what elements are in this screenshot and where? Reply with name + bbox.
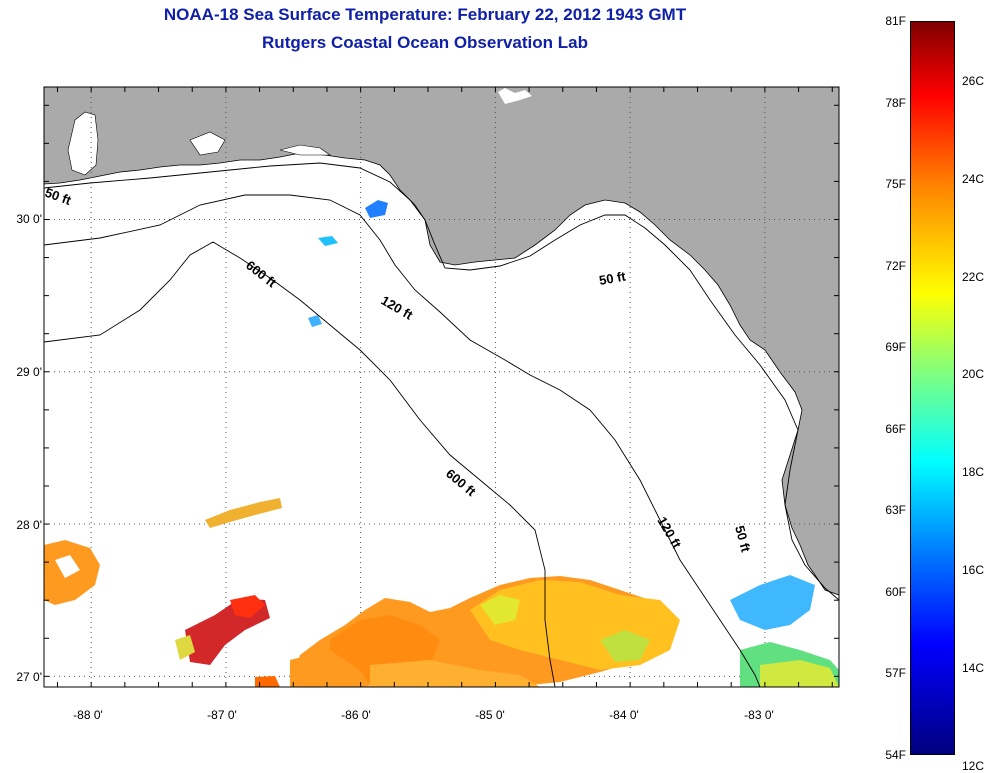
colorbar-c-label: 16C xyxy=(962,563,985,578)
contour-label: 50 ft xyxy=(598,268,628,288)
colorbar-f-label: 57F xyxy=(885,666,906,681)
bay xyxy=(279,144,331,156)
contour-label: 50 ft xyxy=(732,524,754,554)
bay xyxy=(67,111,99,176)
colorbar-f-label: 63F xyxy=(885,503,906,518)
colorbar-f-label: 78F xyxy=(885,95,906,110)
lat-label: 27 0' xyxy=(16,670,42,684)
depth-contours xyxy=(43,162,840,688)
lon-label: -83 0' xyxy=(744,708,774,722)
lat-label: 29 0' xyxy=(16,365,42,379)
colorbar-f-label: 54F xyxy=(885,748,906,762)
colorbar-f-label: 75F xyxy=(885,177,906,192)
colorbar-c-label: 14C xyxy=(962,661,985,675)
temperature-colorbar xyxy=(910,21,955,755)
lake xyxy=(498,88,532,104)
lat-label: 30 0' xyxy=(16,212,42,226)
colorbar-f-label: 69F xyxy=(885,340,906,355)
sst-map: 50 ft 50 ft 50 ft 120 ft 120 ft 600 ft 6… xyxy=(43,86,840,688)
lat-label: 28 0' xyxy=(16,518,42,532)
colorbar-c-label: 18C xyxy=(962,465,985,480)
colorbar-c-label: 24C xyxy=(962,171,985,186)
lon-label: -86 0' xyxy=(341,708,371,722)
colorbar-f-label: 81F xyxy=(885,14,906,28)
lon-label: -88 0' xyxy=(73,708,103,722)
lon-label: -87 0' xyxy=(207,708,237,722)
axis-ticks xyxy=(44,87,839,687)
colorbar-c-label: 20C xyxy=(962,367,985,382)
map-subtitle: Rutgers Coastal Ocean Observation Lab xyxy=(262,33,588,52)
bay xyxy=(189,131,226,156)
map-frame xyxy=(43,86,840,688)
colorbar-c-label: 12C xyxy=(962,758,985,773)
colorbar-f-label: 60F xyxy=(885,584,906,599)
sst-patches xyxy=(44,200,839,687)
map-title: NOAA-18 Sea Surface Temperature: Februar… xyxy=(163,5,687,24)
colorbar-c-label: 22C xyxy=(962,269,985,284)
colorbar-c-label: 26C xyxy=(962,73,985,88)
land-mass xyxy=(43,86,840,596)
colorbar-f-label: 66F xyxy=(885,421,906,436)
colorbar-f-label: 72F xyxy=(885,258,906,273)
lon-label: -85 0' xyxy=(475,708,505,722)
lon-label: -84 0' xyxy=(609,708,639,722)
